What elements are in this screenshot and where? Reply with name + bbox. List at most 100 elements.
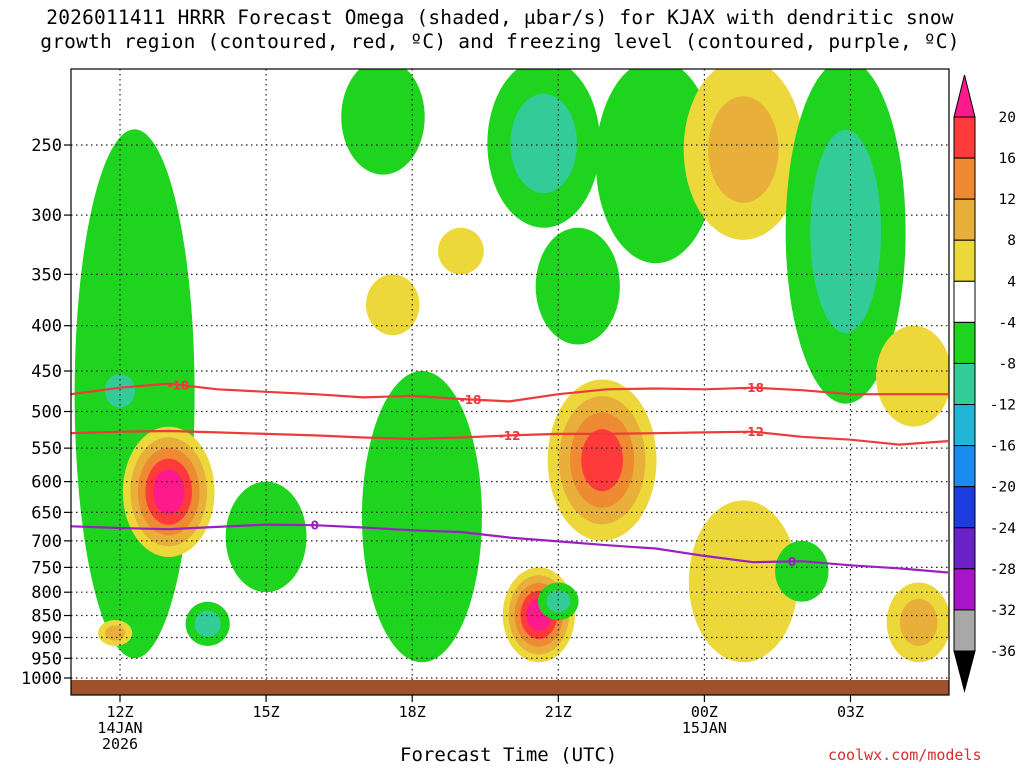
y-tick-label: 950 xyxy=(31,649,62,669)
omega-contour-fill xyxy=(341,69,425,175)
colorbar-tick-label: 8 xyxy=(1007,233,1016,249)
colorbar-band xyxy=(953,527,976,570)
y-tick-label: 500 xyxy=(31,403,62,423)
colorbar: 20 16 12 8 4 -4 -8 -12 -16 -20 -24 -28 -32 -36 xyxy=(953,74,1017,693)
credit-link[interactable]: coolwx.com/models xyxy=(828,746,982,764)
y-tick-label: 900 xyxy=(31,628,62,648)
omega-feature xyxy=(365,274,420,336)
omega-feature xyxy=(547,379,657,541)
contour-label: -18 xyxy=(168,378,190,392)
omega-contour-fill xyxy=(152,469,185,515)
omega-contour-fill xyxy=(535,227,620,345)
y-tick-label: 250 xyxy=(31,136,62,156)
isotherm-contours xyxy=(71,382,948,574)
contour-label: 0 xyxy=(788,555,796,569)
omega-feature xyxy=(595,69,716,264)
omega-contour-fill xyxy=(775,540,829,602)
omega-shading xyxy=(74,69,949,663)
colorbar-tick-label: -24 xyxy=(990,521,1016,537)
colorbar-tick-label: -16 xyxy=(990,439,1016,455)
omega-contour-fill xyxy=(708,96,779,203)
omega-contour-fill xyxy=(595,69,716,264)
x-tick-label: 2026 xyxy=(102,735,138,753)
omega-feature xyxy=(886,582,949,663)
omega-feature xyxy=(535,227,620,345)
isotherm-line xyxy=(71,523,948,574)
omega-contour-fill xyxy=(546,590,571,613)
omega-contour-fill xyxy=(361,370,482,663)
colorbar-tick-label: -8 xyxy=(999,356,1016,372)
colorbar-tick-label: -36 xyxy=(990,644,1016,660)
isotherm-line xyxy=(71,429,948,446)
y-tick-label: 400 xyxy=(31,317,62,337)
y-tick-label: 300 xyxy=(31,206,62,226)
terrain-strip xyxy=(71,680,949,695)
omega-contour-fill xyxy=(876,325,949,427)
y-tick-label: 350 xyxy=(31,265,62,285)
omega-contour-fill xyxy=(510,93,577,194)
y-tick-label: 550 xyxy=(31,439,62,459)
chart-title: 2026011411 HRRR Forecast Omega (shaded, … xyxy=(0,6,1000,54)
plot-frame xyxy=(70,68,950,696)
colorbar-band xyxy=(953,239,976,282)
y-tick-label: 800 xyxy=(31,583,62,603)
omega-contour-fill xyxy=(104,373,136,408)
title-line-2: growth region (contoured, red, ºC) and f… xyxy=(40,30,960,53)
omega-contour-fill xyxy=(438,227,484,275)
isotherm-line xyxy=(71,382,948,403)
omega-feature xyxy=(94,362,146,420)
x-tick-label: 21Z xyxy=(545,703,572,721)
colorbar-band xyxy=(953,321,976,364)
colorbar-band xyxy=(953,157,976,200)
colorbar-tick-label: 20 xyxy=(999,110,1016,126)
colorbar-band xyxy=(953,609,976,652)
omega-feature xyxy=(97,620,133,646)
omega-feature xyxy=(785,69,906,404)
y-tick-label: 750 xyxy=(31,558,62,578)
colorbar-band xyxy=(953,362,976,406)
omega-feature xyxy=(438,227,484,275)
colorbar-tick-label: -20 xyxy=(990,480,1016,496)
colorbar-band xyxy=(953,404,976,447)
y-tick-label: 700 xyxy=(31,532,62,552)
contour-label: -18 xyxy=(460,393,482,407)
x-tick-label: 18Z xyxy=(399,703,426,721)
x-tick-label: 00Z xyxy=(691,703,718,721)
omega-feature xyxy=(225,481,307,593)
colorbar-band xyxy=(953,486,976,529)
x-axis-label: Forecast Time (UTC) xyxy=(400,744,618,766)
y-axis: 2503003504004505005506006507007508008509… xyxy=(21,136,71,689)
omega-feature xyxy=(683,69,804,240)
colorbar-band xyxy=(953,568,976,611)
colorbar-top-arrow xyxy=(953,74,976,118)
omega-contour-fill xyxy=(194,610,221,637)
colorbar-band xyxy=(953,280,976,323)
omega-contour-fill xyxy=(365,274,420,336)
x-tick-label: 12Z xyxy=(106,703,133,721)
colorbar-tick-label: -12 xyxy=(990,398,1016,414)
colorbar-band xyxy=(953,116,976,159)
omega-contour-fill xyxy=(899,598,938,646)
x-tick-label: 15JAN xyxy=(682,719,727,737)
x-tick-label: 14JAN xyxy=(97,719,142,737)
colorbar-tick-label: -28 xyxy=(990,562,1016,578)
omega-feature xyxy=(876,325,949,427)
title-line-1: 2026011411 HRRR Forecast Omega (shaded, … xyxy=(46,6,954,29)
colorbar-tick-label: 4 xyxy=(1007,274,1016,290)
colorbar-bottom-arrow xyxy=(953,650,976,693)
omega-feature xyxy=(341,69,425,175)
omega-contour-fill xyxy=(105,625,126,641)
gridlines xyxy=(71,69,949,680)
omega-feature xyxy=(775,540,829,602)
omega-feature xyxy=(361,370,482,663)
omega-feature xyxy=(487,69,601,228)
colorbar-tick-label: 12 xyxy=(999,192,1016,208)
contour-label: -18 xyxy=(742,381,764,395)
omega-feature xyxy=(537,582,579,621)
colorbar-tick-label: -4 xyxy=(999,315,1017,331)
contour-label: -12 xyxy=(742,425,764,439)
omega-feature xyxy=(185,601,230,646)
omega-contour-fill xyxy=(810,129,882,334)
